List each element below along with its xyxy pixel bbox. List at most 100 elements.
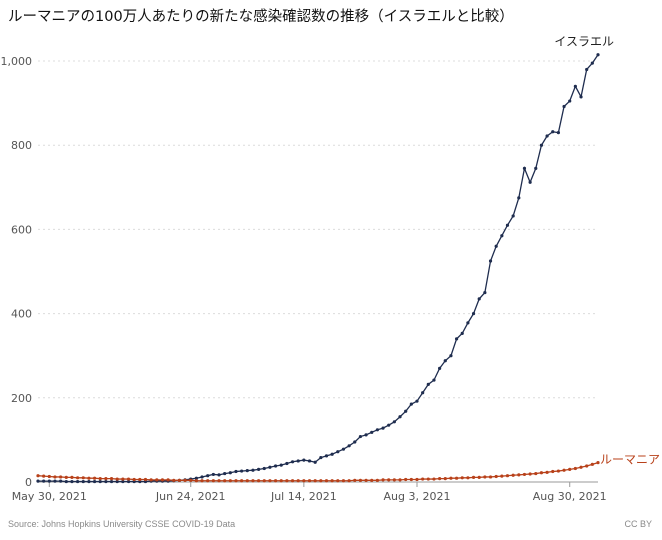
- data-point: [449, 354, 453, 358]
- data-point: [471, 312, 476, 316]
- data-point: [126, 477, 131, 481]
- data-point: [76, 476, 80, 480]
- data-point: [443, 359, 447, 363]
- data-point: [245, 479, 249, 483]
- data-point: [381, 426, 385, 430]
- data-point: [466, 476, 470, 480]
- series-line: [38, 54, 599, 483]
- data-point: [358, 478, 363, 482]
- data-point: [409, 402, 413, 406]
- y-tick-label: 800: [11, 139, 32, 152]
- data-point: [262, 479, 266, 483]
- chart-title: ルーマニアの100万人あたりの新たな感染確認数の推移（イスラエルと比較）: [8, 7, 514, 25]
- data-point: [206, 479, 210, 483]
- data-point: [223, 479, 227, 483]
- data-point: [392, 478, 396, 482]
- y-tick-label: 1,000: [1, 55, 33, 68]
- data-point: [245, 469, 249, 473]
- x-tick-label: Jun 24, 2021: [155, 490, 226, 503]
- data-point: [522, 472, 527, 477]
- data-point: [443, 477, 447, 481]
- data-point: [483, 290, 487, 295]
- data-point: [47, 474, 51, 479]
- data-point: [319, 479, 323, 483]
- data-point: [551, 469, 555, 474]
- data-point: [358, 434, 363, 439]
- data-point: [562, 104, 566, 109]
- x-tick-label: Aug 30, 2021: [533, 490, 607, 503]
- data-point: [42, 474, 46, 478]
- data-point: [347, 444, 351, 448]
- data-point: [568, 99, 572, 103]
- data-point: [189, 478, 193, 482]
- data-point: [421, 477, 425, 481]
- data-point: [307, 479, 312, 483]
- data-point: [505, 223, 510, 227]
- data-point: [596, 53, 600, 57]
- data-point: [336, 479, 340, 483]
- data-point: [223, 471, 227, 476]
- data-point: [341, 479, 346, 483]
- data-point: [596, 461, 600, 465]
- data-point: [234, 469, 238, 474]
- data-point: [398, 478, 402, 482]
- data-point: [364, 478, 368, 482]
- data-point: [64, 475, 68, 479]
- data-point: [330, 452, 334, 456]
- data-point: [155, 478, 159, 482]
- data-point: [268, 465, 272, 469]
- data-point: [522, 166, 527, 170]
- data-point: [505, 474, 510, 478]
- data-point: [545, 470, 549, 474]
- data-point: [375, 478, 379, 482]
- data-point: [534, 166, 538, 170]
- data-point: [370, 478, 374, 482]
- data-point: [454, 337, 459, 341]
- data-point: [36, 474, 40, 478]
- data-point: [36, 479, 40, 483]
- data-point: [59, 479, 63, 483]
- data-point: [483, 475, 487, 479]
- data-point: [494, 244, 498, 248]
- data-point: [381, 478, 385, 482]
- data-point: [115, 477, 119, 481]
- data-point: [257, 479, 261, 483]
- data-point: [319, 455, 323, 460]
- y-tick-label: 0: [25, 476, 32, 489]
- data-point: [279, 479, 283, 483]
- data-point: [528, 180, 532, 184]
- data-point: [92, 479, 97, 484]
- data-point: [302, 479, 306, 483]
- data-point: [517, 473, 521, 477]
- data-point: [313, 460, 317, 464]
- data-point: [500, 234, 504, 238]
- data-point: [302, 458, 306, 462]
- x-tick-label: May 30, 2021: [12, 490, 87, 503]
- data-point: [426, 477, 430, 481]
- data-point: [449, 476, 453, 480]
- data-point: [279, 463, 283, 467]
- data-point: [573, 84, 577, 88]
- series-israel: [36, 53, 600, 484]
- data-point: [228, 479, 232, 483]
- data-point: [240, 479, 244, 483]
- data-point: [415, 477, 419, 482]
- data-point: [98, 479, 102, 484]
- data-point: [126, 479, 131, 484]
- data-point: [579, 465, 583, 469]
- data-point: [432, 378, 436, 382]
- data-point: [398, 415, 402, 419]
- data-point: [70, 475, 74, 479]
- x-axis: May 30, 2021 Jun 24, 2021 Jul 14, 2021 Aug …: [12, 482, 607, 503]
- data-point: [273, 479, 278, 483]
- data-point: [404, 409, 408, 413]
- data-point: [539, 471, 544, 475]
- data-point: [234, 479, 238, 483]
- data-point: [290, 479, 295, 483]
- data-point: [109, 477, 114, 481]
- data-point: [387, 478, 391, 482]
- data-point: [528, 472, 532, 476]
- data-point: [262, 466, 266, 471]
- data-point: [421, 391, 425, 395]
